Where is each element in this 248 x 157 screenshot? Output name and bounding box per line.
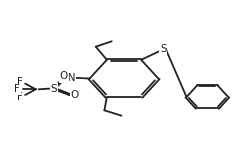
Text: S: S (160, 44, 167, 54)
Text: F: F (14, 84, 20, 94)
Text: F: F (17, 77, 23, 87)
Text: S: S (51, 84, 58, 94)
Text: F: F (17, 92, 23, 102)
Text: O: O (70, 90, 79, 100)
Text: O: O (60, 71, 68, 81)
Text: HN: HN (60, 73, 75, 83)
